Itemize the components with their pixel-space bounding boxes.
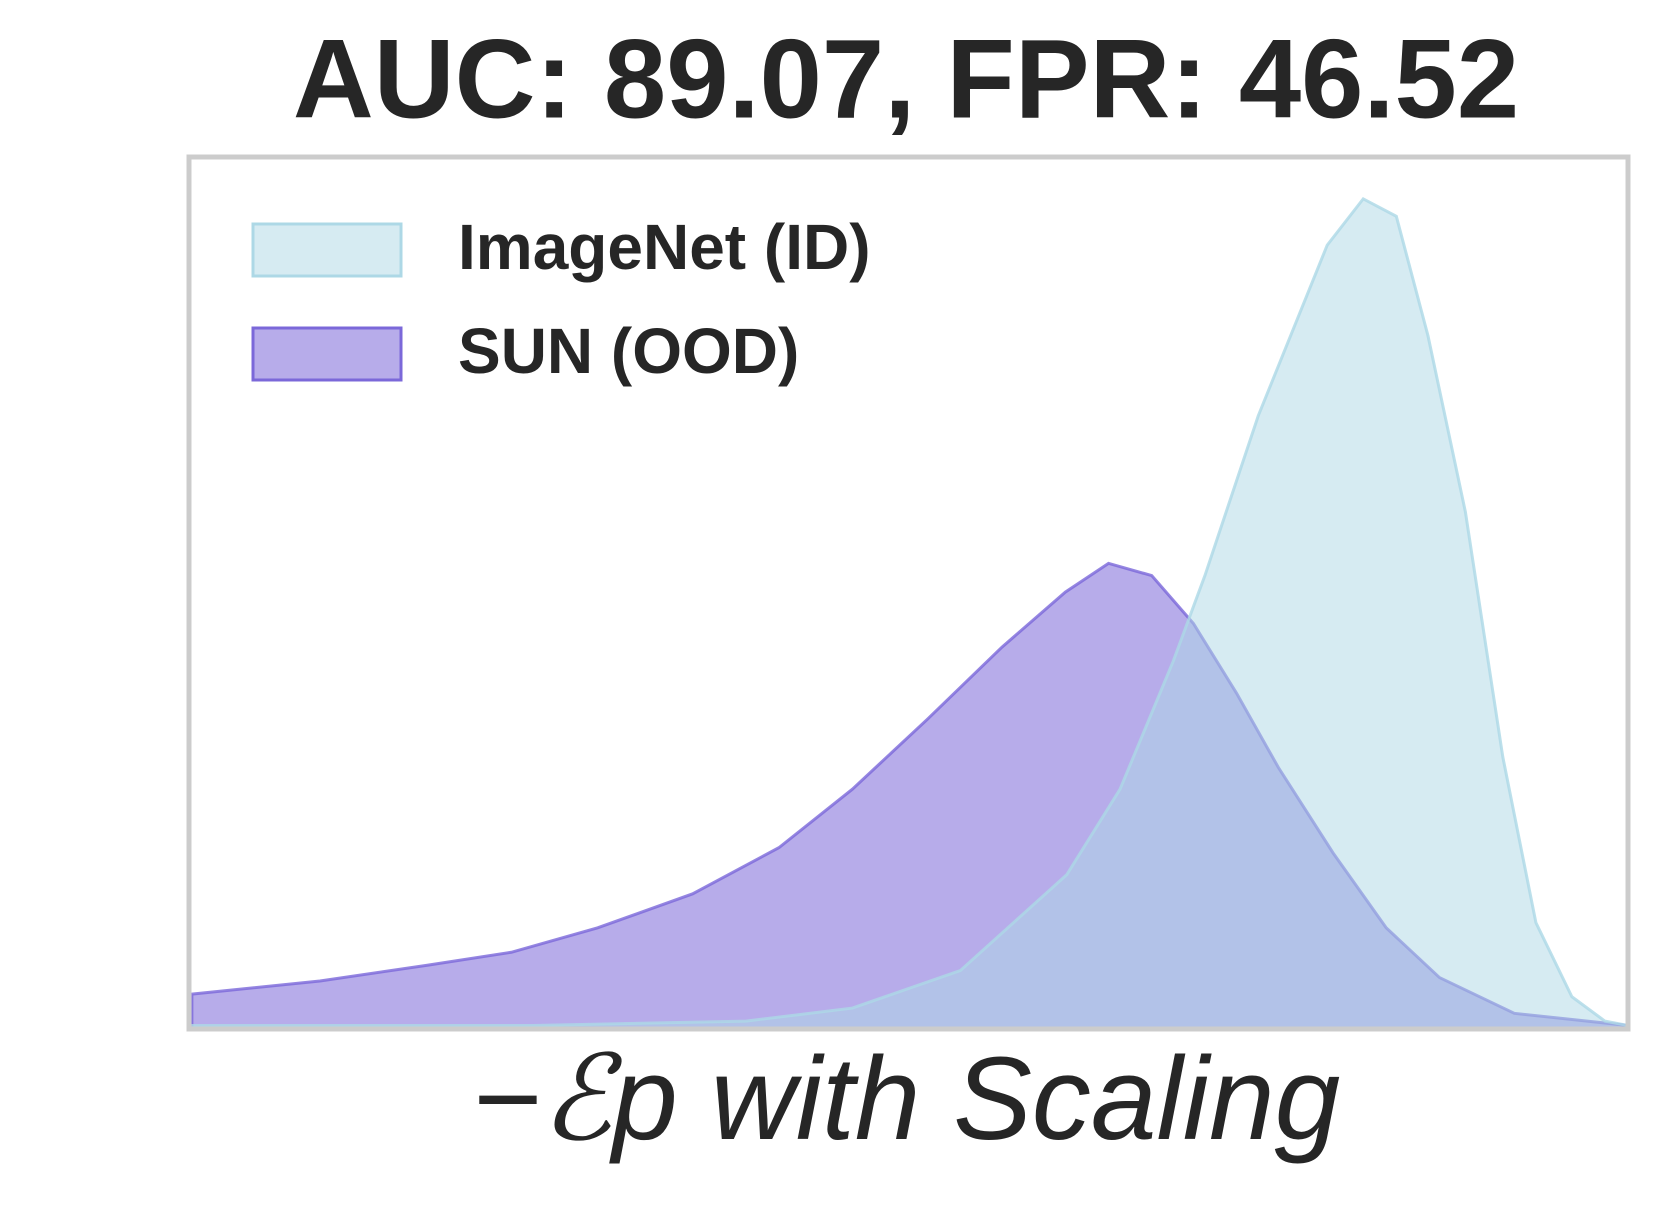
legend-label: SUN (OOD) [458,315,799,387]
legend-swatch [251,222,403,278]
x-axis-label: −ℰp with Scaling [472,1033,1340,1165]
chart-title: AUC: 89.07, FPR: 46.52 [293,17,1519,142]
legend-label: ImageNet (ID) [458,211,871,283]
legend-swatch [251,326,403,382]
plot-frame [186,154,1631,1032]
density-area [190,196,1630,1031]
